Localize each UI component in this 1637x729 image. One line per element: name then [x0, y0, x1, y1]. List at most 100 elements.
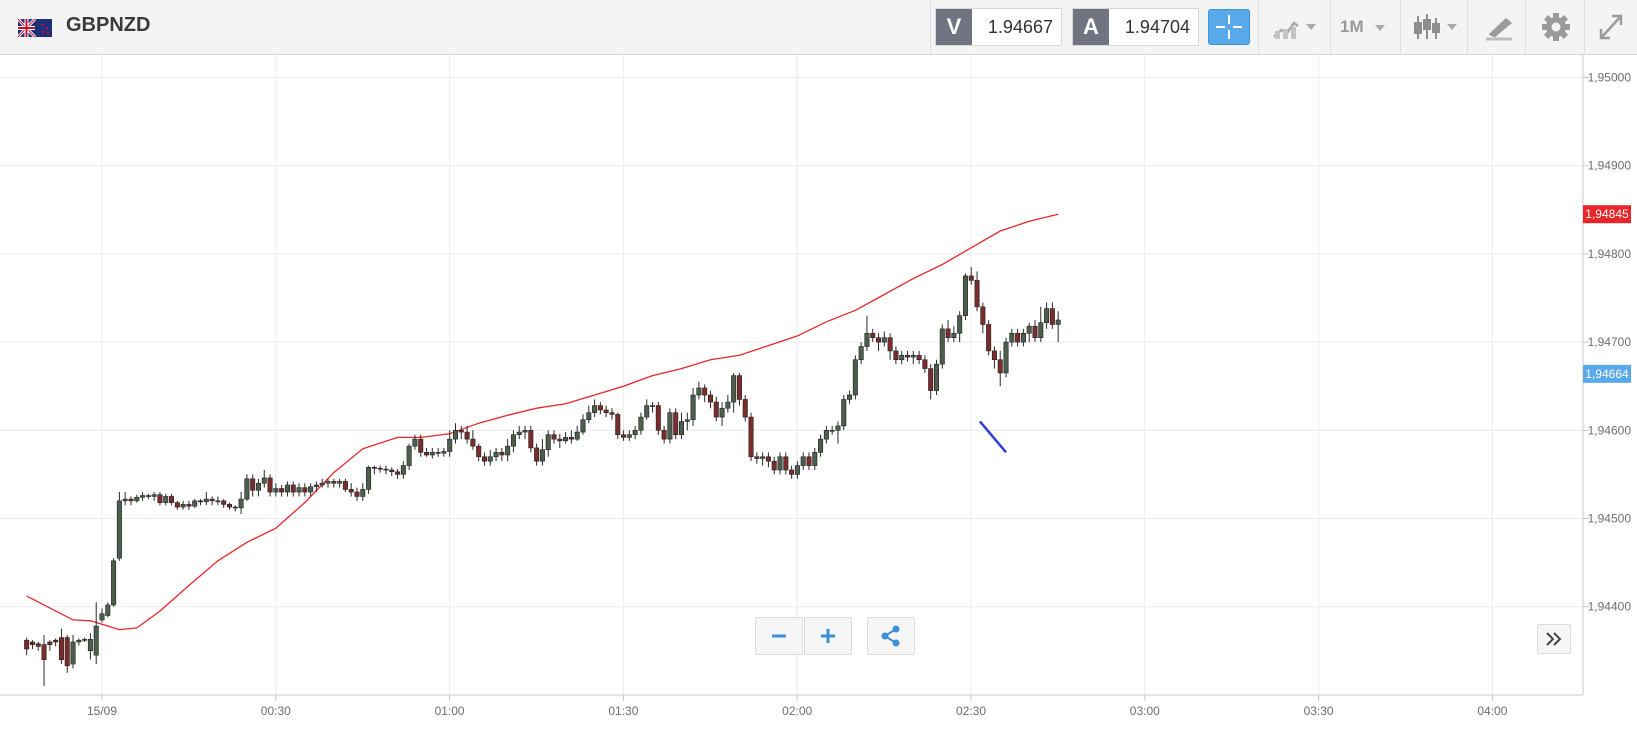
candle-body	[499, 452, 505, 456]
candle	[603, 405, 609, 418]
candle	[806, 452, 812, 470]
candle	[279, 484, 285, 497]
candle	[638, 412, 644, 435]
candle	[887, 333, 893, 360]
time-axis-labels: 15/09 00:30 01:00 01:30 02:00 02:30 03:00 03:30…	[87, 695, 1508, 718]
candle-style-button[interactable]	[1405, 9, 1467, 45]
candle	[447, 430, 453, 457]
candle-body	[180, 504, 186, 508]
candle-body	[319, 482, 325, 486]
crosshair-button[interactable]	[1208, 9, 1250, 45]
candle-body	[325, 481, 331, 484]
candle-body	[250, 478, 256, 491]
candle-body	[823, 429, 829, 440]
candle-body	[464, 431, 470, 440]
candle	[765, 452, 771, 468]
candle-body	[371, 467, 377, 469]
candle	[644, 399, 650, 420]
buy-price-button[interactable]: A 1.94704	[1072, 8, 1199, 46]
candle-body	[841, 399, 847, 427]
time-axis-label: 03:00	[1130, 704, 1160, 718]
timeframe-dropdown[interactable]: 1M	[1340, 9, 1400, 45]
candle-body	[1026, 325, 1032, 334]
candle	[690, 387, 696, 426]
candle	[957, 311, 963, 343]
candle-body	[354, 491, 360, 497]
candle-body	[122, 498, 128, 502]
candle-body	[986, 324, 992, 352]
candle-body	[418, 438, 424, 453]
candle	[82, 637, 88, 642]
candle	[684, 412, 690, 431]
candle-body	[783, 456, 789, 471]
time-axis-label: 02:30	[956, 704, 986, 718]
candle	[823, 425, 829, 444]
candle-body	[47, 641, 53, 645]
candle-body	[678, 421, 684, 436]
candle-body	[812, 452, 818, 466]
candle-body	[383, 468, 389, 471]
candle-body	[516, 431, 522, 436]
candle	[111, 558, 117, 607]
zoom-in-button[interactable]	[804, 617, 852, 655]
candle-body	[910, 355, 916, 358]
sell-price-button[interactable]: V 1.94667	[935, 8, 1062, 46]
candle	[522, 425, 528, 440]
candle	[557, 433, 563, 448]
candle	[1049, 302, 1055, 329]
candle-body	[800, 456, 806, 466]
price-axis-label: 1,94700	[1588, 335, 1632, 349]
share-button[interactable]	[867, 617, 915, 655]
candle	[621, 430, 627, 441]
crosshair-icon	[1216, 15, 1242, 39]
candle-body	[377, 467, 383, 470]
candle-body	[232, 506, 238, 509]
fullscreen-icon	[1599, 14, 1623, 40]
settings-button[interactable]	[1530, 9, 1582, 45]
time-axis-label: 15/09	[87, 704, 117, 718]
trend-line[interactable]	[978, 420, 1007, 454]
candle	[632, 425, 638, 440]
candle-body	[29, 641, 35, 645]
candle-body	[933, 363, 939, 391]
chart-type-button[interactable]	[1266, 9, 1326, 45]
candle-body	[157, 494, 163, 503]
time-axis-label: 03:30	[1304, 704, 1334, 718]
candle	[673, 408, 679, 440]
candle-body	[366, 467, 372, 490]
candle	[308, 483, 314, 497]
candle-body	[922, 359, 928, 369]
candle-body	[284, 484, 290, 493]
candle-body	[1044, 308, 1050, 323]
timeframe-label: 1M	[1340, 17, 1364, 36]
candle-body	[806, 456, 812, 466]
candle	[980, 302, 986, 334]
candle	[678, 412, 684, 440]
moving-average-line	[26, 213, 1059, 631]
candle-body	[615, 414, 621, 436]
candle	[140, 492, 146, 501]
candle-body	[493, 452, 499, 458]
candle-body	[876, 337, 882, 343]
fullscreen-button[interactable]	[1588, 9, 1634, 45]
zoom-out-button[interactable]	[755, 617, 803, 655]
candle-style-icon	[1414, 14, 1457, 39]
candle-body	[255, 482, 261, 491]
candle-body	[568, 437, 574, 440]
drawing-tools-button[interactable]	[1474, 9, 1524, 45]
candle-body	[238, 498, 244, 509]
candle	[87, 633, 93, 660]
candle	[864, 315, 870, 351]
candle-body	[603, 409, 609, 413]
candle-body	[626, 434, 632, 438]
candle-body	[586, 412, 592, 421]
candle	[551, 430, 557, 444]
price-chart[interactable]: 1,95000 1,94900 1,94800 1,94700 1,94600 1,945…	[0, 55, 1637, 729]
last-price-label: 1,94845	[1585, 207, 1629, 221]
price-axis-labels: 1,95000 1,94900 1,94800 1,94700 1,94600 1,945…	[1583, 71, 1631, 614]
scroll-forward-button[interactable]	[1537, 624, 1571, 654]
candle-body	[887, 337, 893, 352]
time-axis-label: 01:00	[435, 704, 465, 718]
candle	[615, 412, 621, 440]
candle-body	[429, 452, 435, 456]
